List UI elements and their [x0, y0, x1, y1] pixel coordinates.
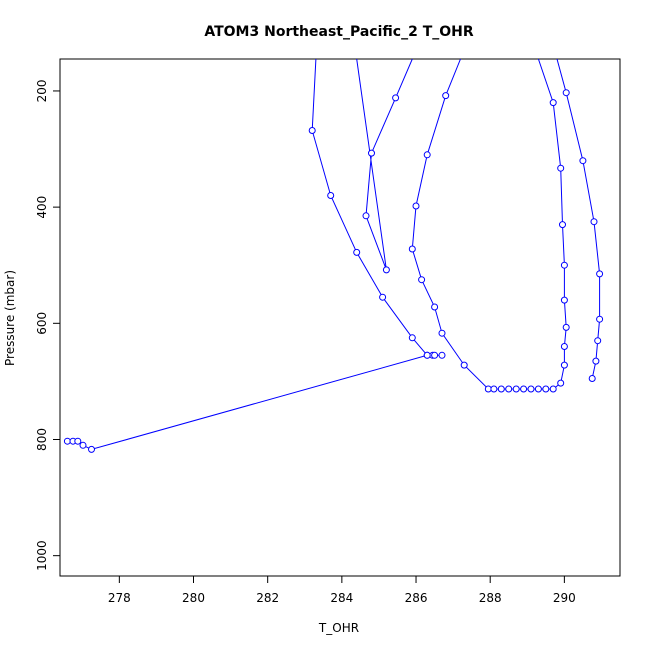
data-point	[423, 351, 431, 359]
data-point	[74, 437, 82, 445]
data-point	[438, 329, 446, 337]
chart-title: ATOM3 Northeast_Pacific_2 T_OHR	[204, 24, 474, 40]
data-point	[560, 343, 568, 350]
data-point	[460, 361, 468, 369]
data-point	[79, 441, 87, 449]
y-tick-label: 600	[35, 312, 49, 335]
data-point	[542, 385, 550, 393]
data-point	[442, 92, 450, 100]
y-tick-label: 1000	[35, 540, 49, 571]
data-point	[520, 385, 528, 393]
data-point	[534, 385, 542, 393]
data-point	[353, 248, 361, 256]
data-point	[88, 445, 95, 453]
data-point	[505, 385, 513, 393]
x-tick-label: 280	[182, 591, 205, 605]
data-point	[562, 89, 570, 97]
data-point	[382, 266, 390, 274]
data-point	[527, 385, 535, 393]
data-point	[557, 379, 565, 387]
data-point	[559, 221, 566, 229]
data-point	[549, 99, 557, 107]
data-point	[408, 334, 416, 342]
data-point	[438, 351, 446, 359]
data-point	[392, 94, 400, 102]
x-axis: 278 280 282 284 286 288 290	[108, 576, 576, 605]
y-axis-label: Pressure (mbar)	[3, 270, 17, 366]
data-point	[562, 323, 570, 331]
data-point	[368, 149, 375, 157]
data-point	[560, 296, 568, 304]
data-point	[408, 245, 416, 253]
data-point	[497, 385, 505, 393]
data-point	[594, 337, 602, 345]
data-point	[588, 375, 596, 382]
data-point	[431, 303, 439, 311]
data-point	[592, 357, 600, 365]
data-point	[560, 261, 568, 269]
data-point	[308, 127, 316, 134]
data-point	[379, 293, 387, 301]
y-tick-label: 800	[35, 428, 49, 451]
data-point	[549, 385, 557, 393]
x-tick-label: 290	[553, 591, 576, 605]
data-point	[412, 202, 420, 210]
y-tick-label: 400	[35, 196, 49, 219]
data-point	[431, 351, 439, 359]
data-point	[362, 212, 370, 220]
series-line	[67, 354, 442, 450]
data-point	[560, 361, 568, 369]
data-point	[579, 157, 587, 165]
series-line	[311, 59, 428, 356]
plot-frame	[59, 58, 621, 577]
data-point	[596, 270, 604, 278]
data-point	[512, 385, 520, 393]
x-tick-label: 284	[330, 591, 353, 605]
data-point	[327, 192, 335, 199]
y-tick-label: 200	[35, 79, 49, 102]
data-point	[596, 315, 604, 323]
x-tick-label: 282	[256, 591, 279, 605]
data-point	[590, 218, 598, 226]
x-tick-label: 288	[479, 591, 502, 605]
x-axis-label: T_OHR	[318, 621, 359, 635]
series-line	[356, 59, 413, 271]
data-point	[418, 276, 426, 284]
data-point	[557, 164, 565, 172]
data-point	[490, 385, 498, 393]
data-point	[423, 151, 431, 159]
series-line	[411, 59, 567, 390]
y-axis: 200 400 600 800 1000	[35, 79, 60, 571]
plot-area	[63, 59, 604, 453]
x-tick-label: 278	[108, 591, 131, 605]
x-tick-label: 286	[405, 591, 428, 605]
